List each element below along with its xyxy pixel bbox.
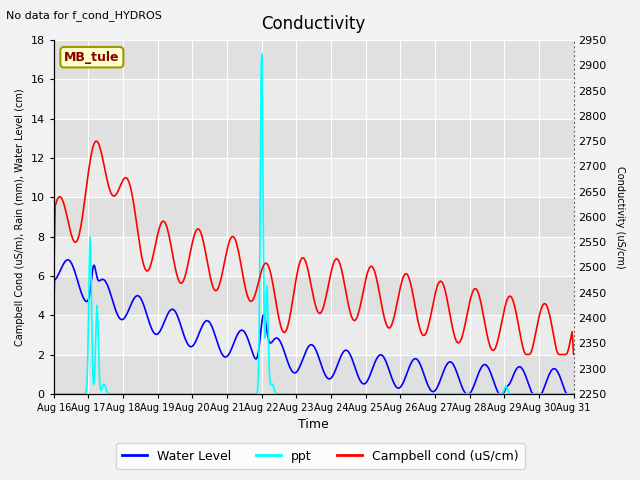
Bar [54,119,573,158]
Bar [54,158,573,197]
Y-axis label: Conductivity (uS/cm): Conductivity (uS/cm) [615,166,625,268]
Title: Conductivity: Conductivity [262,15,365,33]
Bar [54,79,573,119]
X-axis label: Time: Time [298,419,329,432]
Bar [54,237,573,276]
Bar [54,355,573,394]
Text: MB_tule: MB_tule [64,51,120,64]
Bar [54,276,573,315]
Bar [54,40,573,79]
Bar [54,315,573,355]
Legend: Water Level, ppt, Campbell cond (uS/cm): Water Level, ppt, Campbell cond (uS/cm) [115,444,525,469]
Y-axis label: Campbell Cond (uS/m), Rain (mm), Water Level (cm): Campbell Cond (uS/m), Rain (mm), Water L… [15,88,25,346]
Text: No data for f_cond_HYDROS: No data for f_cond_HYDROS [6,10,163,21]
Bar [54,197,573,237]
